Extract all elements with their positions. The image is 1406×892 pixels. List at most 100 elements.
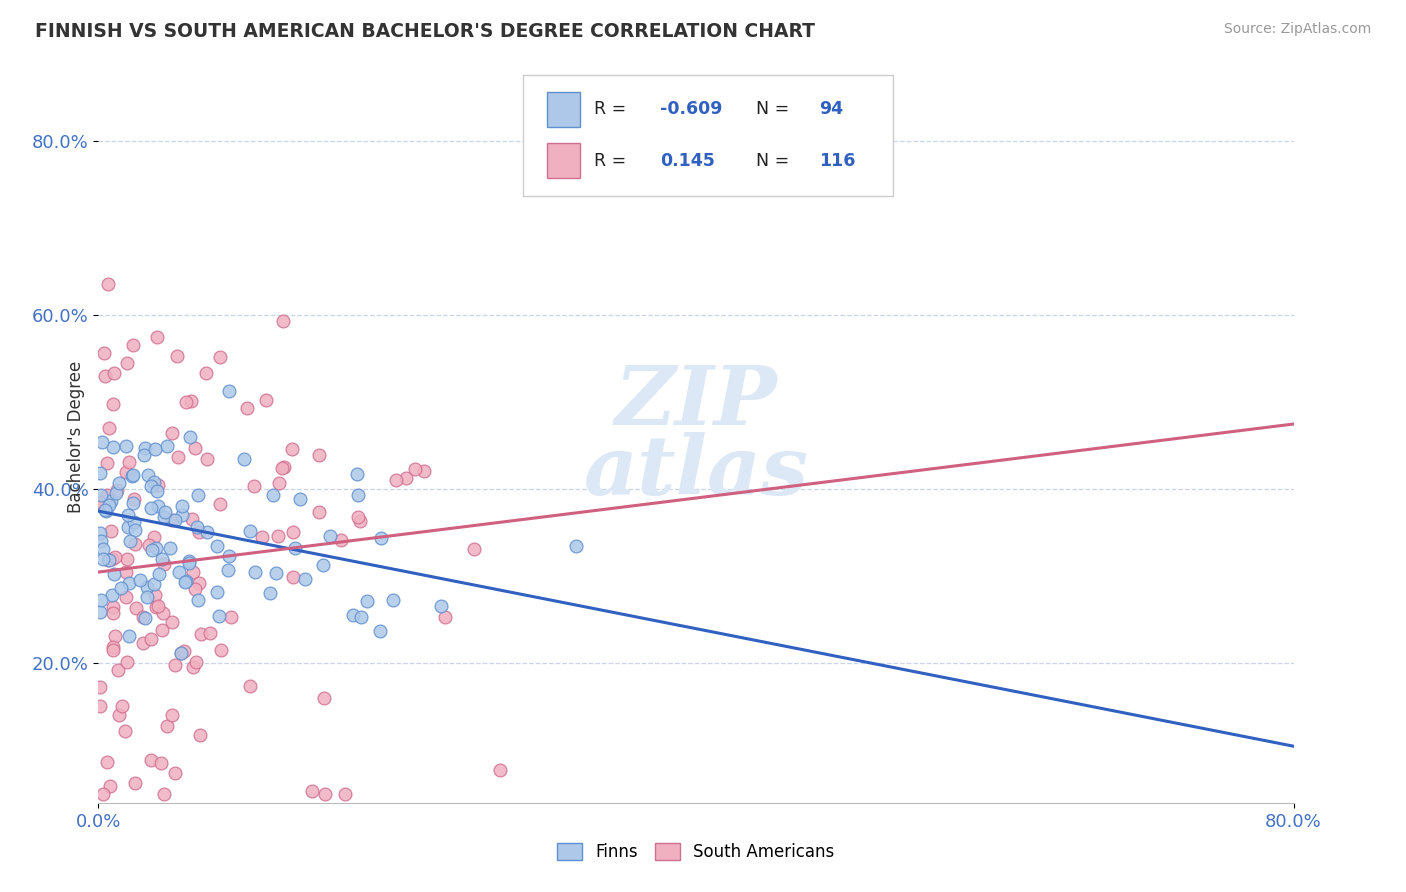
Point [89,699,111,714]
Point [122,491,145,506]
Point [122,468,145,483]
Point [209,642,232,657]
Point [156,719,179,733]
Point [115,655,138,669]
Point [308,504,330,518]
Point [346,488,368,502]
Point [134,441,156,455]
Point [114,724,136,739]
Point [90,592,112,607]
Point [163,513,186,527]
Point [166,349,188,363]
Point [110,581,132,595]
Point [184,442,207,456]
Point [271,461,294,475]
Point [187,593,209,607]
Point [281,442,304,457]
Point [121,468,143,483]
Point [97,421,120,435]
Point [94,368,117,383]
Point [91,552,114,566]
Point [139,479,162,493]
Point [124,775,146,789]
Point [117,508,139,523]
Point [187,575,209,590]
Point [180,394,202,409]
Point [370,531,392,545]
Point [342,608,364,623]
Point [110,698,132,713]
Point [104,486,127,500]
Point [135,590,157,604]
Point [160,708,183,723]
Point [115,465,138,479]
Point [209,497,232,511]
Point [177,554,200,568]
Point [349,514,371,528]
Point [134,611,156,625]
Point [136,467,159,482]
Point [98,552,121,566]
Point [205,584,228,599]
Point [134,448,156,462]
Point [142,530,165,544]
Point [89,495,111,509]
Text: N =: N = [756,101,794,119]
Text: ZIP
atlas: ZIP atlas [583,362,808,512]
Point [174,574,197,589]
Point [89,605,111,619]
Point [264,566,287,580]
Point [356,594,378,608]
Point [267,529,290,543]
Point [143,442,166,457]
Point [208,351,231,365]
Point [308,448,330,462]
Point [89,526,111,541]
Point [184,655,207,669]
Point [96,504,118,518]
Point [124,537,146,551]
Point [104,549,127,564]
Point [190,728,212,742]
Point [150,623,173,637]
Text: Source: ZipAtlas.com: Source: ZipAtlas.com [1223,22,1371,37]
Point [404,462,426,476]
Point [150,551,173,566]
Point [93,787,115,801]
Point [218,549,240,563]
Point [162,513,184,527]
Point [174,574,197,589]
Point [219,609,242,624]
Point [93,541,115,556]
Point [152,787,174,801]
Point [179,556,201,570]
Point [115,551,138,566]
Point [319,529,342,543]
Point [294,572,316,586]
Point [120,533,142,548]
Point [163,765,186,780]
Text: 94: 94 [820,101,844,119]
Point [347,509,370,524]
Point [118,629,141,643]
Point [122,515,145,529]
Point [101,607,124,621]
Point [186,520,208,534]
Point [433,610,456,624]
Point [129,574,152,588]
Point [283,524,305,539]
Point [100,552,122,566]
Point [153,558,176,572]
Point [132,610,155,624]
Point [115,356,138,370]
Text: 116: 116 [820,152,855,169]
Text: FINNISH VS SOUTH AMERICAN BACHELOR'S DEGREE CORRELATION CHART: FINNISH VS SOUTH AMERICAN BACHELOR'S DEG… [35,22,815,41]
Point [96,756,118,770]
Point [269,475,291,490]
Point [145,541,167,555]
Point [149,756,172,771]
Point [142,475,165,489]
Point [301,784,323,798]
Point [394,471,416,485]
Point [184,582,207,597]
